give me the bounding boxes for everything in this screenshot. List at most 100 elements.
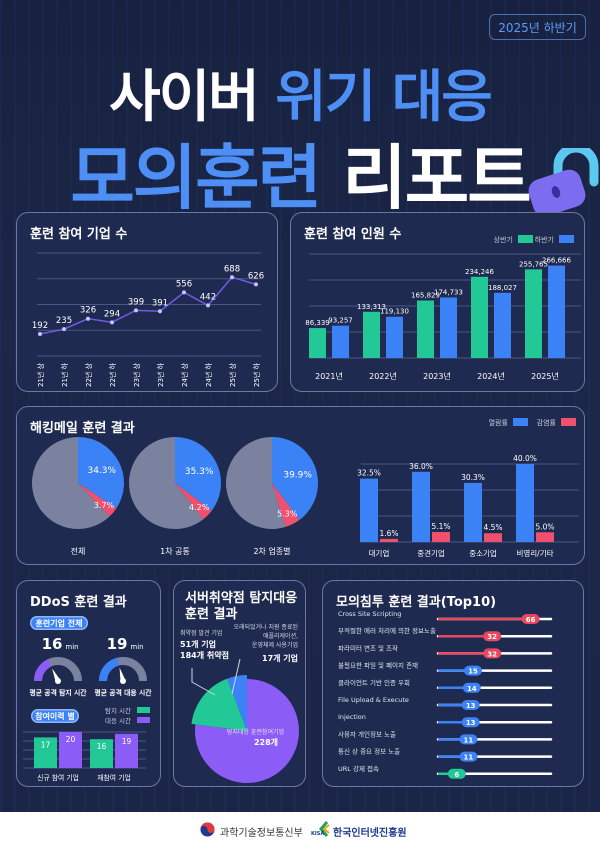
data-label: 234,246 bbox=[465, 268, 494, 276]
annotation-label: 애플리케이션, bbox=[263, 632, 298, 640]
leader-line bbox=[231, 658, 241, 695]
data-label: 36.0% bbox=[409, 462, 433, 471]
data-label: 165,829 bbox=[411, 292, 440, 300]
value-bubble bbox=[463, 665, 482, 676]
value-bubble bbox=[483, 631, 502, 642]
bar bbox=[417, 300, 434, 358]
x-tick-label: 중소기업 bbox=[469, 549, 497, 558]
row-label: 통신 상 중요 정보 노출 bbox=[338, 747, 400, 756]
data-point bbox=[110, 320, 114, 325]
data-label: 1.6% bbox=[379, 529, 398, 538]
bar bbox=[525, 269, 542, 358]
row-label: 클라이언트 기반 인증 우회 bbox=[338, 678, 410, 687]
pie-slice-infection-rate bbox=[175, 483, 212, 520]
row-label: File Upload & Execute bbox=[338, 696, 409, 704]
title-white: 사이버 bbox=[109, 65, 260, 130]
data-label: 86,339 bbox=[305, 319, 330, 327]
pie-label: 34.3% bbox=[87, 466, 116, 476]
leader-line bbox=[191, 668, 216, 696]
data-label: 294 bbox=[104, 309, 120, 319]
title-line: 서버취약점 탐지대응 bbox=[185, 591, 298, 606]
annotation-label: 오래되었거나 지원 종료된 bbox=[233, 623, 298, 631]
x-tick-label: 25년 하 bbox=[252, 362, 261, 387]
x-tick-label: 2023년 bbox=[423, 371, 451, 381]
data-label: 11 bbox=[464, 754, 474, 762]
pie-label: 39.9% bbox=[283, 471, 312, 481]
panel-title: DDoS 훈련 결과 bbox=[30, 595, 127, 610]
row-label: 사용자 개인정보 노출 bbox=[338, 729, 396, 738]
phishing-panel: 해킹메일 훈련 결과 34.3% 3.7% 전체 35.3% 4.2% 1차 공통 39.9… bbox=[16, 406, 585, 565]
pie-label: 5.3% bbox=[277, 509, 298, 518]
data-label: 40.0% bbox=[513, 454, 537, 463]
data-label: 5.0% bbox=[535, 522, 554, 531]
bar bbox=[332, 325, 349, 358]
pie-slice-open-rate bbox=[272, 437, 318, 521]
data-label: 192 bbox=[32, 321, 48, 331]
pie-slice-open-rate bbox=[175, 437, 222, 511]
data-point bbox=[134, 308, 138, 313]
pie-slice-infection-rate bbox=[272, 483, 300, 527]
x-tick-label: 2024년 bbox=[477, 371, 505, 381]
gauge-label: 평균 공격 대응 시간 bbox=[94, 688, 152, 697]
legend-swatch bbox=[561, 418, 576, 426]
pentest-bar-chart: Cross Site Scripting 66 부적절한 에러 처리에 의한 정보노… bbox=[338, 610, 553, 779]
period-badge: 2025년 하반기 bbox=[489, 14, 586, 40]
data-label: 17 bbox=[41, 740, 51, 749]
x-tick-label: 2022년 bbox=[369, 371, 397, 381]
data-label: 32 bbox=[487, 650, 497, 658]
kisa-mark: KISA bbox=[311, 831, 324, 837]
x-tick-label: 중견기업 bbox=[417, 548, 445, 558]
legend-swatch bbox=[513, 418, 528, 426]
x-tick-label: 21년 상 bbox=[36, 362, 45, 387]
row-label: 불필요한 파일 및 페이지 존재 bbox=[338, 661, 418, 670]
legend-label: 하반기 bbox=[535, 235, 554, 244]
people-panel: 훈련 참여 인원 수 상반기 하반기 86,339 93,257 2021년 133,31… bbox=[290, 212, 585, 392]
panel-title: 서버취약점 탐지대응 훈련 결과 bbox=[185, 591, 297, 623]
x-tick-label: 23년 하 bbox=[156, 362, 165, 387]
data-label: 11 bbox=[464, 736, 474, 744]
bar bbox=[494, 292, 511, 358]
data-label: 688 bbox=[224, 264, 240, 274]
server-panel: 서버취약점 탐지대응 훈련 결과 취약점 발견 기업 51개 기업 184개 취약점 오… bbox=[173, 580, 306, 787]
legend-swatch bbox=[559, 235, 574, 243]
x-tick-label: 24년 하 bbox=[204, 362, 213, 387]
x-tick-label: 2025년 bbox=[531, 371, 559, 381]
section-pill-all: 훈련기업 전체 bbox=[30, 616, 88, 630]
series-line bbox=[39, 276, 257, 335]
pie-slice-rest bbox=[226, 437, 286, 529]
bar bbox=[363, 311, 380, 358]
row-label: Cross Site Scripting bbox=[338, 610, 401, 618]
annotation-value: 51개 기업 bbox=[180, 639, 216, 649]
data-label: 5.1% bbox=[431, 522, 450, 531]
title-line: 훈련 결과 bbox=[185, 607, 238, 622]
annotation-value: 184개 취약점 bbox=[180, 650, 229, 660]
pie-category-label: 1차 공통 bbox=[160, 547, 190, 556]
row-label: 파라미터 변조 및 조작 bbox=[338, 643, 398, 652]
gauge-unit: min bbox=[65, 643, 78, 651]
kisa-name: 한국인터넷진흥원 bbox=[333, 828, 407, 839]
pie-slice bbox=[191, 678, 247, 731]
data-label: 32 bbox=[487, 633, 497, 641]
gauge-unit: min bbox=[130, 643, 143, 651]
gauge-hub bbox=[120, 678, 126, 684]
data-label: 66 bbox=[526, 616, 536, 624]
row-label: URL 강제 접속 bbox=[338, 764, 379, 773]
bar bbox=[516, 464, 534, 542]
data-label: 174,733 bbox=[434, 288, 463, 296]
bar bbox=[412, 471, 430, 542]
legend-label: 상반기 bbox=[494, 235, 513, 244]
data-label: 391 bbox=[152, 298, 168, 308]
data-label: 399 bbox=[128, 297, 144, 307]
annotation-value: 17개 기업 bbox=[262, 653, 298, 663]
gauge-value: 19 bbox=[107, 635, 128, 653]
data-label: 93,257 bbox=[328, 317, 353, 325]
bar bbox=[471, 276, 488, 358]
lock-icon bbox=[528, 148, 599, 212]
panel-title: 모의침투 훈련 결과(Top10) bbox=[336, 595, 497, 610]
data-label: 15 bbox=[468, 668, 478, 676]
data-point bbox=[158, 309, 162, 314]
gauge-value: 16 bbox=[42, 635, 63, 653]
row-label: Injection bbox=[338, 713, 366, 721]
